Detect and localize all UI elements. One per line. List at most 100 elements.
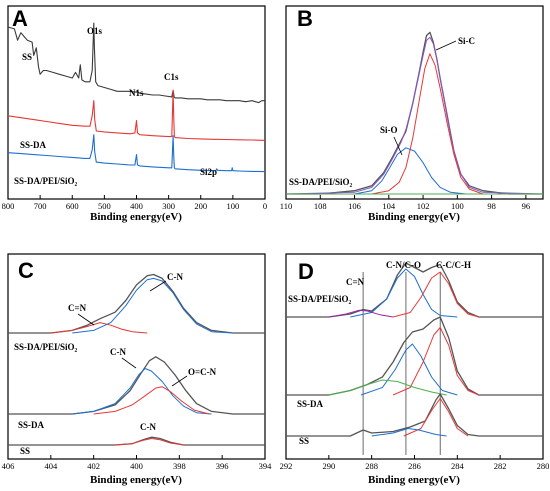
annotation-si-o-pointer	[393, 136, 403, 156]
panel-b: B Binding energy(eV) 110 108 106 104 102 100 9…	[280, 5, 544, 223]
panel-b-tick-label-5: 100	[451, 201, 464, 211]
panel-b-series-si-c-2	[371, 53, 501, 195]
panel-d-letter: D	[298, 259, 314, 284]
annotation-o-eq-c-n-pointer	[171, 375, 188, 387]
panel-b-series-si-o-3	[354, 147, 466, 195]
annotation-ss-da: SS-DA	[20, 140, 47, 150]
panel-c-tick-label-2: 402	[87, 461, 100, 471]
panel-d-ticks: 292 290 288 286 284 282 280	[280, 455, 550, 471]
panel-d-series-ss-da-c-n-c-o-5	[360, 343, 458, 396]
panel-c-tick-label-6: 394	[259, 461, 273, 471]
panel-c-tick-label-0: 406	[2, 461, 15, 471]
panel-d-sample-ss-da-pei-sio2: SS-DA/PEI/SiO₂	[288, 294, 352, 304]
annotation-o1s: O1s	[87, 26, 103, 36]
panel-c-ticks: 406 404 402 400 398 396 394	[2, 455, 273, 471]
panel-b-tick-label-2: 106	[348, 201, 361, 211]
panel-d-tick-label-1: 290	[322, 461, 335, 471]
panel-d-xlabel: Binding energy(eV)	[368, 474, 460, 486]
panel-b-sample-label: SS-DA/PEI/SiO₂	[289, 177, 353, 187]
panel-d-series-ss-raw-8	[286, 393, 543, 437]
panel-b-tick-label-7: 96	[522, 201, 531, 211]
panel-c: C Binding energy(eV) 406 404 402 400 398 396 3…	[2, 253, 273, 486]
panel-d-series-ss-da-c-o-7	[328, 379, 447, 396]
panel-b-frame	[285, 5, 544, 200]
annotation-o-eq-c-n: O=C-N	[188, 367, 217, 377]
panel-d-sample-ss-da: SS-DA	[297, 399, 324, 409]
panel-d-reference-lines	[362, 272, 441, 455]
annotation-ss: SS	[22, 52, 32, 62]
panel-a-tick-label-1: 700	[34, 201, 47, 211]
panel-d-tick-label-5: 282	[494, 461, 507, 471]
panel-d-sample-ss: SS	[299, 436, 309, 446]
panel-d-tick-label-6: 280	[537, 461, 550, 471]
panel-a-tick-label-4: 400	[130, 201, 143, 211]
panel-d-series-ss-da-pei-sio-c-n-3	[328, 309, 394, 318]
panel-c-series-ss-c-n-7	[115, 438, 184, 446]
panel-a-tick-label-7: 100	[227, 201, 240, 211]
panel-a: A Binding energy(eV) 800 700 600 500 400 300 2…	[2, 5, 267, 223]
panel-a-ticks: 800 700 600 500 400 300 200 100 0	[2, 195, 267, 211]
panel-d-series-ss-c-n-c-o-10	[371, 428, 447, 437]
annotation-c-eq-n: C=N	[68, 303, 87, 313]
panel-c-tick-label-4: 398	[173, 461, 186, 471]
panel-d-series	[286, 262, 543, 437]
panel-c-letter: C	[18, 258, 34, 283]
panel-c-series-ss-da-pei-sio-c-n-1	[72, 277, 233, 334]
panel-a-series-ss-da-pei-sio-2	[7, 134, 266, 173]
panel-b-ticks: 110 108 106 104 102 100 98 96	[280, 195, 530, 211]
panel-d-tick-label-3: 286	[408, 461, 421, 471]
panel-b-xlabel: Binding energy(eV)	[368, 211, 460, 223]
panel-c-series-ss-raw-6	[8, 436, 265, 446]
annotation-c-n-c-o: C-N/C-O	[386, 260, 421, 270]
annotation-c-c-c-h: C-C/C-H	[436, 260, 471, 270]
panel-a-tick-label-2: 600	[66, 201, 79, 211]
panel-b-series	[285, 31, 544, 195]
panel-b-tick-label-0: 110	[280, 201, 292, 211]
panel-d-tick-label-2: 288	[365, 461, 378, 471]
panel-b-tick-label-4: 102	[417, 201, 430, 211]
panel-d-tick-label-4: 284	[451, 461, 465, 471]
panel-c-series-ss-da-pei-sio-c-n-2	[50, 322, 148, 334]
annotation-c1s: C1s	[164, 72, 179, 82]
panel-b-tick-label-3: 104	[382, 201, 396, 211]
panel-c-tick-label-3: 400	[130, 461, 143, 471]
panel-b-tick-label-1: 108	[314, 201, 327, 211]
annotation-n1s: N1s	[129, 88, 144, 98]
panel-a-tick-label-3: 500	[98, 201, 111, 211]
panel-d: D Binding energy(eV) 292 290 288 286 284 282 2…	[280, 253, 550, 486]
panel-c-xlabel: Binding energy(eV)	[90, 474, 182, 486]
annotation-ss-da-pei-sio2: SS-DA/PEI/SiO₂	[14, 176, 78, 186]
annotation-c-n-bottom: C-N	[140, 422, 156, 432]
panel-d-frame	[285, 253, 544, 460]
panel-a-series	[7, 22, 266, 173]
panel-c-series-ss-da-c-n-4	[72, 368, 212, 415]
annotation-si-o: Si-O	[380, 125, 398, 135]
panel-a-tick-label-6: 200	[194, 201, 207, 211]
panel-c-series-ss-da-raw-3	[8, 356, 265, 415]
annotation-c-eq-n-pointer	[77, 313, 95, 326]
panel-a-letter: A	[12, 6, 28, 31]
annotation-si-c-pointer	[435, 40, 457, 51]
panel-c-sample-ss: SS	[20, 446, 30, 456]
panel-d-series-ss-da-c-c-c-h-6	[392, 327, 479, 396]
panel-a-tick-label-8: 0	[263, 201, 267, 211]
panel-c-tick-label-5: 396	[216, 461, 229, 471]
annotation-c-n-mid: C-N	[110, 347, 126, 357]
panel-c-series-ss-da-o-c-n-5	[93, 386, 210, 415]
annotation-si2p: Si2p	[200, 167, 217, 177]
panel-c-tick-label-1: 404	[44, 461, 58, 471]
panel-a-series-ss-0	[7, 22, 265, 104]
panel-d-tick-label-0: 292	[280, 461, 293, 471]
panel-a-tick-label-0: 800	[2, 201, 15, 211]
panel-a-frame	[7, 5, 266, 200]
panel-c-series-ss-da-pei-sio-raw-0	[8, 273, 265, 334]
panel-d-series-ss-da-raw-4	[286, 316, 543, 396]
panel-b-letter: B	[297, 6, 313, 31]
annotation-c-n-mid-pointer	[121, 357, 137, 369]
panel-c-sample-ss-da: SS-DA	[18, 420, 45, 430]
annotation-c-n-top: C-N	[167, 272, 183, 282]
panel-c-sample-ss-da-pei-sio2: SS-DA/PEI/SiO₂	[14, 342, 78, 352]
panel-d-series-ss-c-c-c-h-9	[403, 398, 469, 437]
panel-d-series-ss-da-pei-sio-raw-0	[286, 262, 543, 318]
panel-b-tick-label-6: 98	[487, 201, 496, 211]
